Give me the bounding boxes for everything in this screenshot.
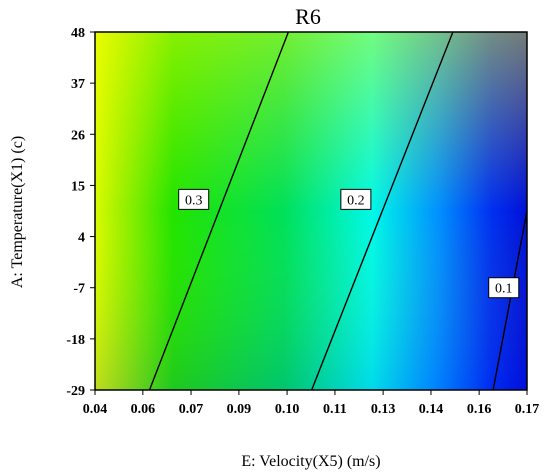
y-tick-label: -18 [66,333,85,348]
x-tick-label: 0.16 [467,402,492,417]
x-tick-label: 0.11 [323,402,347,417]
heatmap-tilt [95,32,527,390]
contour-line [492,210,528,391]
y-axis: 48 37 26 15 4 -7 -18 -29 [66,26,95,399]
contour-line [148,31,290,391]
x-tick-label: 0.06 [131,402,156,417]
chart-title: R6 [295,4,321,29]
y-tick-label: 48 [71,26,85,41]
y-tick-label: 37 [71,77,85,92]
x-tick-label: 0.17 [515,402,540,417]
x-tick-label: 0.10 [275,402,300,417]
contour-label-box [178,188,210,210]
y-tick-label: 26 [71,128,85,143]
y-tick-label: 15 [71,179,85,194]
y-tick-label: -7 [73,282,85,297]
contour-layer: 0.3 0.2 0.1 [148,31,528,391]
x-axis-title: E: Velocity(X5) (m/s) [241,453,380,470]
y-tick-label: 4 [78,231,85,246]
plot-area [94,31,528,391]
y-axis-title: A: Temperature(X1) (c) [9,136,26,288]
contour-label: 0.1 [495,282,513,297]
y-tick-label: -29 [66,384,85,399]
x-tick-label: 0.13 [371,402,396,417]
contour-line [311,31,454,391]
contour-label: 0.2 [347,193,365,208]
x-tick-label: 0.07 [179,402,204,417]
x-tick-label: 0.04 [83,402,108,417]
contour-label-box [488,277,520,299]
contour-label-box [340,188,372,210]
x-tick-label: 0.14 [419,402,444,417]
contour-label: 0.3 [185,193,203,208]
x-tick-label: 0.09 [227,402,252,417]
x-axis: 0.04 0.06 0.07 0.09 0.10 0.11 0.13 0.14 0.16 0.17 [83,390,540,417]
